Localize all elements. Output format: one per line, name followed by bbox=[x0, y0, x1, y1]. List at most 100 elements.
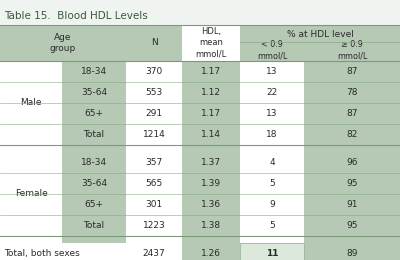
Text: 291: 291 bbox=[146, 109, 162, 118]
Text: Table 15.  Blood HDL Levels: Table 15. Blood HDL Levels bbox=[4, 11, 148, 21]
Text: 82: 82 bbox=[346, 130, 358, 139]
Bar bbox=[0, 145, 62, 152]
Text: Total: Total bbox=[84, 130, 104, 139]
Text: 65+: 65+ bbox=[84, 200, 104, 209]
Text: 96: 96 bbox=[346, 158, 358, 167]
Text: 1214: 1214 bbox=[143, 130, 165, 139]
Bar bbox=[182, 173, 240, 194]
Text: 87: 87 bbox=[346, 67, 358, 76]
Bar bbox=[304, 145, 400, 152]
Text: 1.36: 1.36 bbox=[201, 200, 221, 209]
Bar bbox=[304, 236, 400, 243]
Bar bbox=[182, 152, 240, 173]
Text: % at HDL level: % at HDL level bbox=[286, 30, 354, 39]
Bar bbox=[62, 194, 126, 215]
Text: 91: 91 bbox=[346, 200, 358, 209]
Text: ≥ 0.9
mmol/L: ≥ 0.9 mmol/L bbox=[337, 40, 367, 60]
Text: 5: 5 bbox=[269, 221, 275, 230]
Text: 1.14: 1.14 bbox=[201, 130, 221, 139]
Bar bbox=[240, 243, 304, 260]
Bar bbox=[62, 152, 126, 173]
Bar bbox=[0, 243, 126, 260]
Text: Total, both sexes: Total, both sexes bbox=[4, 249, 80, 258]
Bar bbox=[126, 152, 182, 173]
Bar bbox=[0, 152, 62, 173]
Text: 18: 18 bbox=[266, 130, 278, 139]
Bar bbox=[0, 61, 62, 82]
Bar bbox=[182, 103, 240, 124]
Bar bbox=[126, 124, 182, 145]
Bar bbox=[182, 82, 240, 103]
Text: 35-64: 35-64 bbox=[81, 88, 107, 97]
Text: 13: 13 bbox=[266, 109, 278, 118]
Bar bbox=[62, 61, 126, 82]
Text: 1223: 1223 bbox=[143, 221, 165, 230]
Text: 9: 9 bbox=[269, 200, 275, 209]
Text: 357: 357 bbox=[145, 158, 163, 167]
Text: < 0.9
mmol/L: < 0.9 mmol/L bbox=[257, 40, 287, 60]
Text: Male: Male bbox=[20, 98, 42, 107]
Bar bbox=[304, 243, 400, 260]
Bar bbox=[240, 236, 304, 243]
Bar bbox=[304, 173, 400, 194]
Text: 370: 370 bbox=[145, 67, 163, 76]
Bar bbox=[0, 82, 62, 103]
Text: N: N bbox=[151, 38, 157, 47]
Bar bbox=[62, 236, 126, 243]
Bar bbox=[240, 25, 304, 61]
Bar bbox=[240, 215, 304, 236]
Bar bbox=[126, 173, 182, 194]
Bar bbox=[240, 152, 304, 173]
Bar bbox=[304, 215, 400, 236]
Text: 11: 11 bbox=[266, 249, 278, 258]
Bar bbox=[304, 82, 400, 103]
Bar bbox=[182, 145, 240, 152]
Text: 1.26: 1.26 bbox=[201, 249, 221, 258]
Bar bbox=[304, 152, 400, 173]
Text: 5: 5 bbox=[269, 179, 275, 188]
Text: 87: 87 bbox=[346, 109, 358, 118]
Text: 565: 565 bbox=[145, 179, 163, 188]
Bar bbox=[304, 194, 400, 215]
Bar bbox=[0, 236, 62, 243]
Text: 1.17: 1.17 bbox=[201, 67, 221, 76]
Text: 35-64: 35-64 bbox=[81, 179, 107, 188]
Text: 4: 4 bbox=[269, 158, 275, 167]
Bar bbox=[62, 103, 126, 124]
Bar bbox=[240, 145, 304, 152]
Text: 2437: 2437 bbox=[143, 249, 165, 258]
Text: 78: 78 bbox=[346, 88, 358, 97]
Bar bbox=[0, 173, 62, 194]
Bar bbox=[182, 61, 240, 82]
Bar bbox=[304, 124, 400, 145]
Bar bbox=[126, 25, 182, 61]
Bar bbox=[0, 25, 126, 61]
Bar bbox=[62, 145, 126, 152]
Bar bbox=[126, 61, 182, 82]
Bar bbox=[126, 82, 182, 103]
Text: Age
group: Age group bbox=[50, 33, 76, 53]
Text: 95: 95 bbox=[346, 179, 358, 188]
Bar bbox=[240, 243, 304, 260]
Bar bbox=[182, 25, 240, 61]
Text: Female: Female bbox=[15, 190, 47, 198]
Bar bbox=[182, 194, 240, 215]
Text: 553: 553 bbox=[145, 88, 163, 97]
Bar bbox=[240, 82, 304, 103]
Bar bbox=[0, 124, 62, 145]
Text: 95: 95 bbox=[346, 221, 358, 230]
Text: 18-34: 18-34 bbox=[81, 158, 107, 167]
Text: 13: 13 bbox=[266, 67, 278, 76]
Bar bbox=[62, 173, 126, 194]
Bar bbox=[240, 124, 304, 145]
Bar bbox=[126, 103, 182, 124]
Text: 1.38: 1.38 bbox=[201, 221, 221, 230]
Bar bbox=[62, 215, 126, 236]
Text: 1.39: 1.39 bbox=[201, 179, 221, 188]
Bar bbox=[240, 103, 304, 124]
Bar bbox=[0, 215, 62, 236]
Bar bbox=[182, 215, 240, 236]
Bar bbox=[126, 194, 182, 215]
Bar bbox=[240, 194, 304, 215]
Text: 18-34: 18-34 bbox=[81, 67, 107, 76]
